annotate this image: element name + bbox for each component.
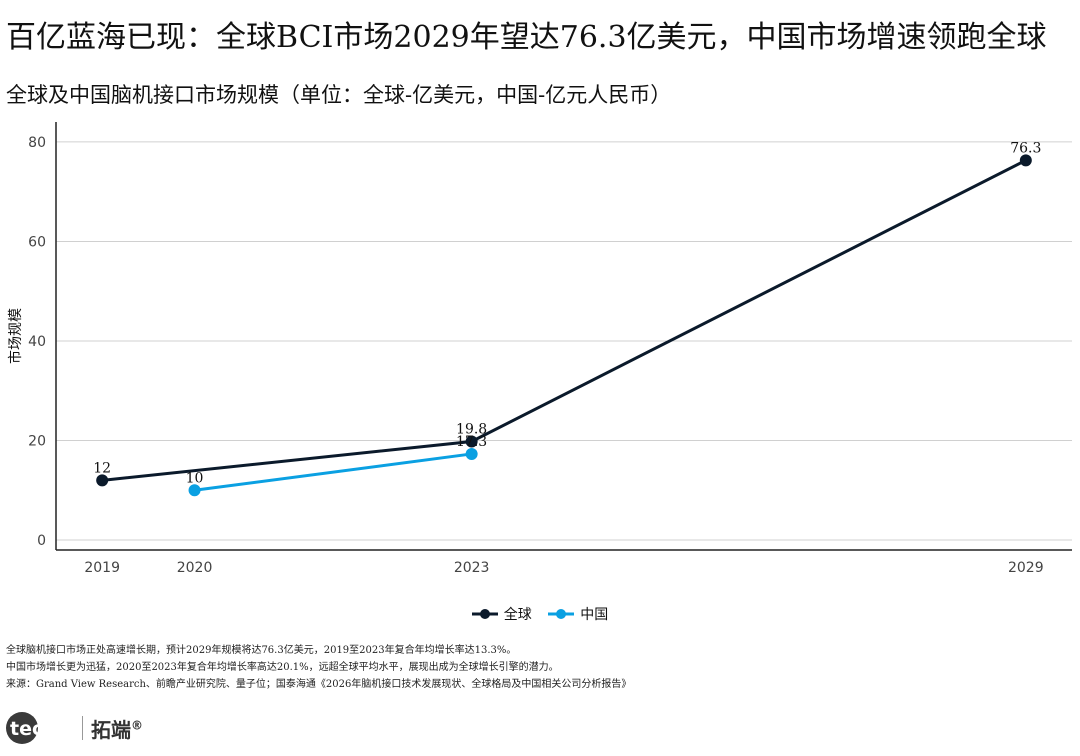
data-point-1-0 — [188, 484, 201, 497]
data-point-0-2 — [1019, 154, 1032, 167]
x-tick-label: 2023 — [454, 560, 490, 576]
brand-divider — [82, 716, 83, 740]
legend-item-china: 中国 — [548, 604, 608, 624]
legend-item-global: 全球 — [471, 604, 532, 624]
tecdat-logo-text: tecdat — [10, 718, 78, 740]
y-tick-label: 80 — [28, 135, 46, 151]
chart-subtitle: 全球及中国脑机接口市场规模（单位：全球-亿美元，中国-亿元人民币） — [6, 83, 672, 107]
x-tick-label: 2029 — [1008, 560, 1044, 576]
y-tick-label: 60 — [28, 234, 46, 250]
y-axis-label: 市场规模 — [7, 308, 24, 364]
chart-notes: 全球脑机接口市场正处高速增长期，预计2029年规模将达76.3亿美元，2019至… — [6, 642, 1076, 693]
note-line-china: 中国市场增长更为迅猛，2020至2023年复合年均增长率高达20.1%，远超全球… — [6, 662, 559, 673]
series-line-1 — [194, 452, 472, 492]
data-label-0-1: 19.8 — [456, 422, 487, 438]
data-label-1-0: 10 — [186, 470, 204, 486]
y-tick-label: 0 — [37, 533, 46, 549]
brand-footer: tecdat 拓端® — [4, 708, 143, 748]
brand-name: 拓端® — [91, 714, 143, 743]
legend-swatch-global — [471, 609, 498, 619]
note-line-source: 来源：Grand View Research、前瞻产业研究院、量子位；国泰海通《… — [6, 679, 632, 690]
note-line-global: 全球脑机接口市场正处高速增长期，预计2029年规模将达76.3亿美元，2019至… — [6, 645, 517, 656]
legend-swatch-china — [548, 609, 575, 619]
chart-legend: 全球 中国 — [0, 604, 1080, 624]
x-tick-label: 2019 — [84, 560, 120, 576]
data-point-1-1 — [465, 447, 478, 460]
brand-registered-mark: ® — [131, 717, 143, 732]
tecdat-logo: tecdat — [6, 712, 78, 744]
legend-label-global: 全球 — [503, 607, 532, 623]
series-line-0 — [102, 158, 1027, 482]
data-point-0-1 — [465, 435, 478, 448]
x-tick-label: 2020 — [177, 560, 213, 576]
data-point-0-0 — [96, 474, 109, 487]
page-title: 百亿蓝海已现：全球BCI市场2029年望达76.3亿美元，中国市场增速领跑全球 — [6, 20, 1047, 55]
y-tick-label: 40 — [28, 334, 46, 350]
y-tick-label: 20 — [28, 434, 46, 450]
line-chart: 0 20 40 60 80 2019 2020 2023 2029 市场规模 12 19.8 76.3 1… — [7, 122, 1072, 576]
brand-name-text: 拓端 — [91, 717, 131, 742]
legend-label-china: 中国 — [580, 607, 609, 623]
data-label-1-1: 17.3 — [456, 434, 487, 450]
data-label-0-0: 12 — [93, 460, 111, 476]
data-label-0-2: 76.3 — [1010, 140, 1041, 156]
